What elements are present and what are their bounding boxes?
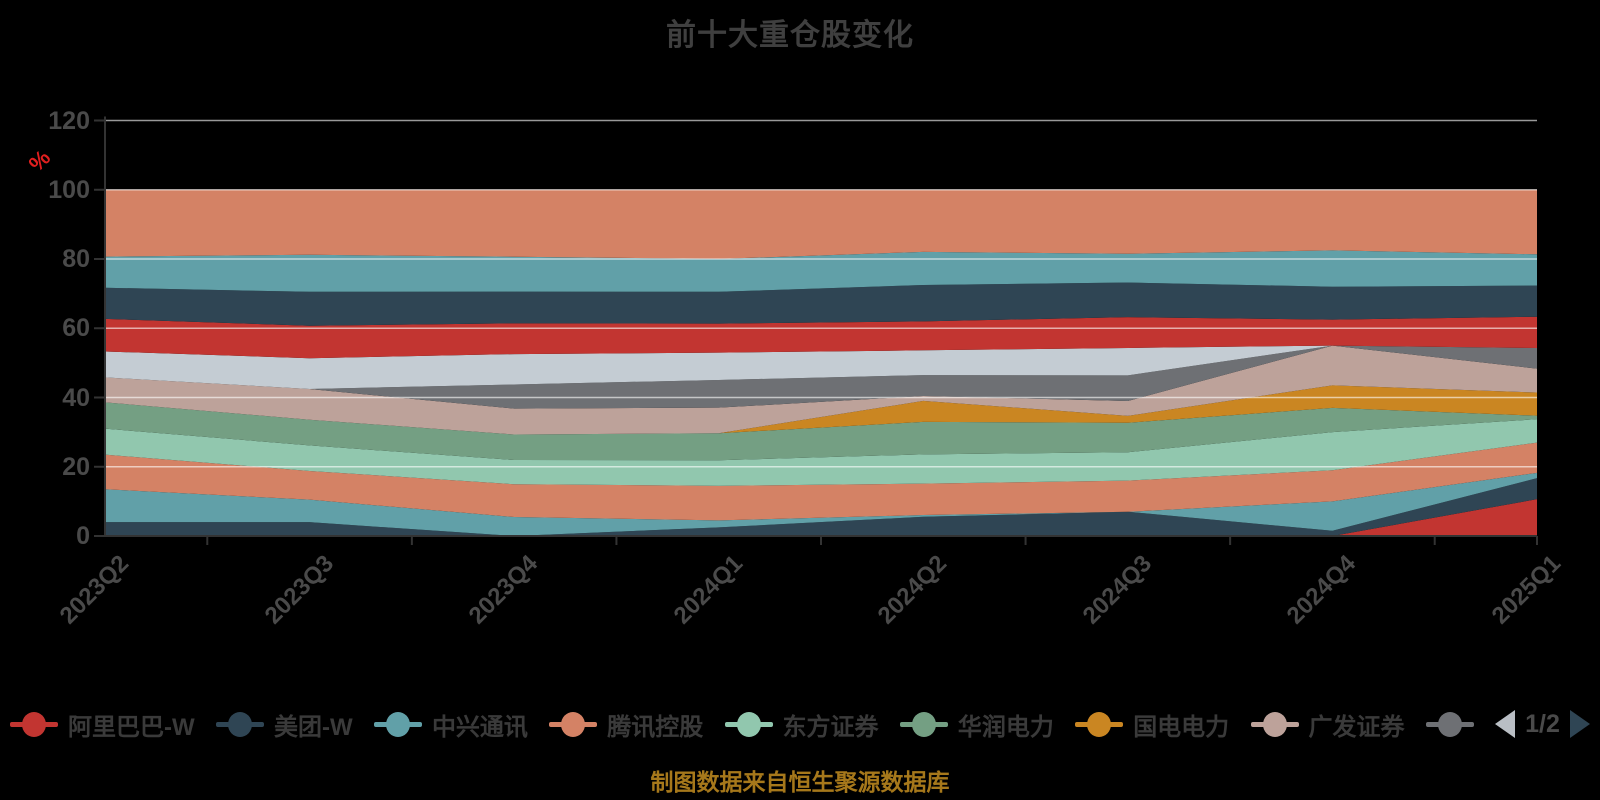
legend-label: 腾讯控股: [607, 713, 704, 741]
legend-dot-icon: [10, 711, 58, 737]
chart-source-note: 制图数据来自恒生聚源数据库: [650, 769, 950, 795]
legend-item-gray-8[interactable]: [1425, 711, 1474, 737]
legend-next-page-icon[interactable]: [1569, 710, 1590, 738]
area-series-3[interactable]: [105, 472, 1537, 536]
legend-dot-icon: [1250, 711, 1299, 737]
area-series-13[interactable]: [105, 250, 1537, 292]
area-series-2[interactable]: [105, 478, 1537, 536]
legend-label: 华润电力: [957, 713, 1054, 741]
area-series-11[interactable]: [105, 316, 1537, 359]
legend-item-广发证券[interactable]: 广发证券: [1250, 707, 1405, 742]
area-series-4[interactable]: [105, 442, 1537, 521]
legend: 阿里巴巴-W 美团-W 中兴通讯 腾讯控股 东方证券 华润电力 国电电力 广发证券 1/2: [10, 702, 1590, 746]
legend-item-美团-W[interactable]: 美团-W: [215, 707, 353, 742]
legend-dot-icon: [899, 711, 948, 737]
legend-item-中兴通讯[interactable]: 中兴通讯: [373, 707, 528, 742]
legend-dot-icon: [373, 711, 422, 737]
y-axis-label-20: 20: [62, 452, 90, 481]
legend-label: 广发证券: [1308, 713, 1405, 741]
y-axis-label-100: 100: [48, 175, 90, 204]
legend-dot-icon: [1425, 711, 1474, 737]
legend-label: 东方证券: [782, 713, 879, 741]
area-series-1[interactable]: [105, 499, 1537, 536]
area-series-6[interactable]: [105, 402, 1537, 461]
legend-label: 中兴通讯: [431, 713, 528, 741]
legend-item-国电电力[interactable]: 国电电力: [1075, 707, 1229, 742]
area-series-9[interactable]: [105, 345, 1537, 409]
area-series-5[interactable]: [105, 419, 1537, 486]
y-axis-label-80: 80: [62, 245, 90, 273]
legend-dot-icon: [724, 711, 773, 737]
legend-dot-icon: [549, 711, 598, 737]
y-axis-label-40: 40: [62, 383, 90, 412]
y-axis-label-120: 120: [48, 106, 90, 135]
area-series-14[interactable]: [105, 189, 1537, 259]
page-title: 前十大重仓股变化: [666, 19, 914, 52]
legend-dot-icon: [215, 711, 264, 737]
legend-pagination: 1/2: [1495, 710, 1590, 739]
stacked-area-chart[interactable]: [0, 0, 1600, 700]
y-axis-label-60: 60: [62, 314, 90, 343]
area-series-8[interactable]: [105, 345, 1537, 435]
legend-prev-page-icon[interactable]: [1495, 710, 1516, 738]
legend-item-腾讯控股[interactable]: 腾讯控股: [549, 707, 703, 742]
legend-item-东方证券[interactable]: 东方证券: [724, 707, 879, 742]
legend-label: 美团-W: [273, 713, 353, 741]
legend-item-阿里巴巴-W[interactable]: 阿里巴巴-W: [10, 707, 195, 742]
legend-item-华润电力[interactable]: 华润电力: [899, 707, 1054, 742]
area-series-7[interactable]: [105, 385, 1537, 435]
legend-label: 国电电力: [1133, 713, 1230, 741]
area-series-12[interactable]: [105, 282, 1537, 326]
legend-label: 阿里巴巴-W: [68, 713, 195, 741]
legend-page-indicator: 1/2: [1525, 709, 1560, 738]
legend-dot-icon: [1075, 711, 1124, 737]
y-axis-label-0: 0: [76, 522, 90, 550]
area-series-10[interactable]: [105, 345, 1537, 389]
